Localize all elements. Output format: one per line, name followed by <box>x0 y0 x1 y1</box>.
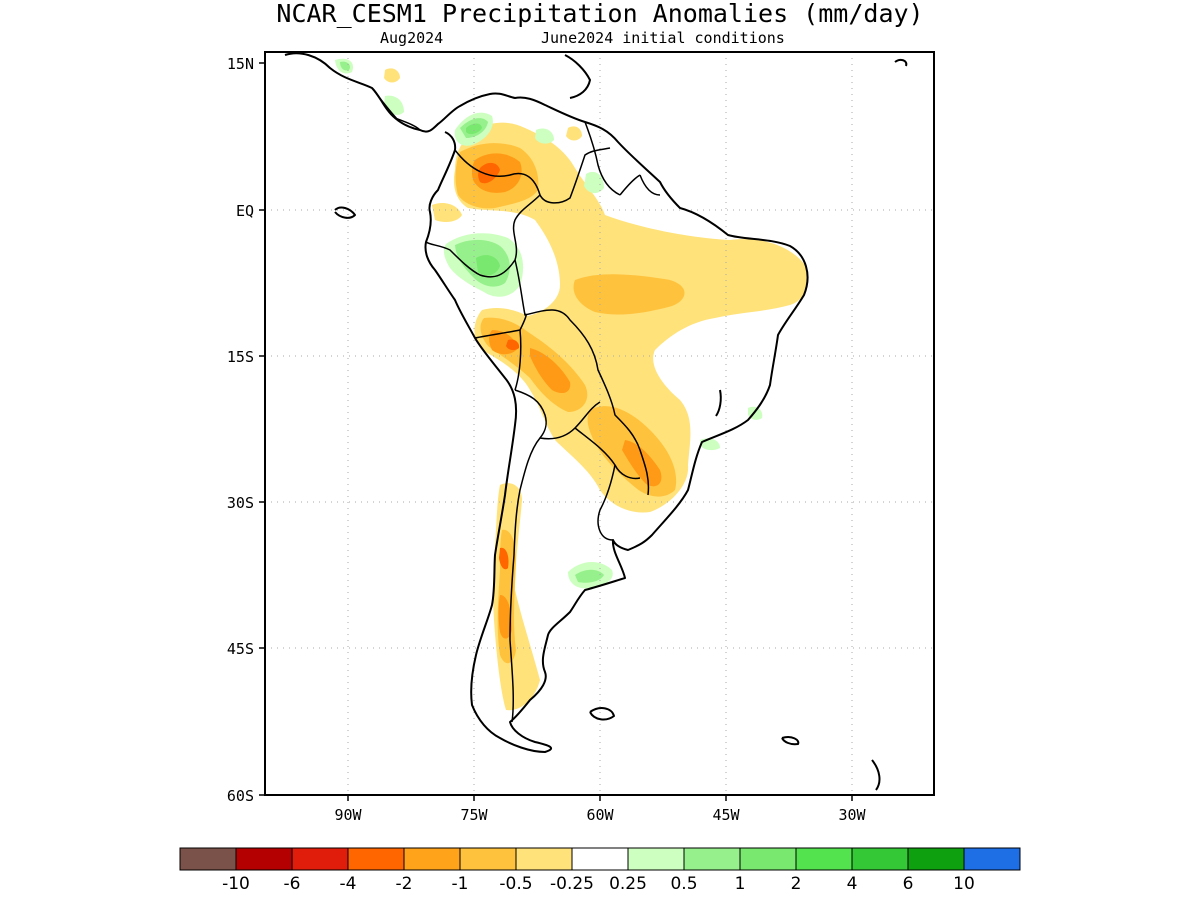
colorbar-swatch <box>627 847 685 871</box>
colorbar-swatch <box>795 847 853 871</box>
lon-label-45w: 45W <box>712 806 740 824</box>
colorbar-label: -1 <box>452 874 469 894</box>
lon-label-30w: 30W <box>838 806 866 824</box>
colorbar-label: -0.25 <box>550 874 594 894</box>
colorbar-swatch <box>907 847 965 871</box>
lat-label-60s: 60S <box>227 787 254 805</box>
lon-label-75w: 75W <box>460 806 488 824</box>
colorbar-label: 10 <box>953 874 975 894</box>
colorbar-swatch <box>571 847 629 871</box>
colorbar-swatch <box>683 847 741 871</box>
lon-label-60w: 60W <box>586 806 614 824</box>
colorbar: -10 -6 -4 -2 -1 -0.5 -0.25 0.25 0.5 1 2 4 6 10 <box>179 847 1021 894</box>
lat-label-eq: EQ <box>236 202 254 220</box>
valid-month-label: Aug2024 <box>380 29 444 47</box>
colorbar-label: 1 <box>735 874 746 894</box>
anomaly-dark-orange <box>478 162 520 570</box>
colorbar-swatch <box>179 847 237 871</box>
map-title: NCAR_CESM1 Precipitation Anomalies (mm/d… <box>276 0 924 28</box>
lat-label-30s: 30S <box>227 494 254 512</box>
lat-label-15n: 15N <box>227 55 254 73</box>
colorbar-label: 0.25 <box>609 874 647 894</box>
colorbar-label: 2 <box>791 874 802 894</box>
colorbar-swatch <box>963 847 1021 871</box>
latitude-ticks <box>259 62 265 796</box>
colorbar-swatch <box>235 847 293 871</box>
anomaly-light-yellow <box>384 68 808 711</box>
lon-label-90w: 90W <box>334 806 362 824</box>
lat-label-15s: 15S <box>227 348 254 366</box>
colorbar-swatch <box>347 847 405 871</box>
colorbar-swatch <box>459 847 517 871</box>
anomaly-fields <box>335 58 808 711</box>
colorbar-label: -2 <box>396 874 413 894</box>
longitude-ticks <box>347 795 853 801</box>
coastlines <box>284 52 908 791</box>
colorbar-swatch <box>403 847 461 871</box>
lat-label-45s: 45S <box>227 640 254 658</box>
colorbar-label: -6 <box>284 874 301 894</box>
colorbar-label: -0.5 <box>499 874 532 894</box>
colorbar-swatch <box>291 847 349 871</box>
colorbar-label: -10 <box>222 874 250 894</box>
initial-conditions-label: June2024 initial conditions <box>541 29 785 47</box>
colorbar-label: -4 <box>340 874 357 894</box>
country-borders <box>371 87 661 723</box>
anomaly-orange <box>471 153 662 639</box>
colorbar-swatch <box>515 847 573 871</box>
anomaly-green <box>466 123 500 276</box>
colorbar-label: 6 <box>903 874 914 894</box>
colorbar-label: 0.5 <box>670 874 697 894</box>
colorbar-swatch <box>739 847 797 871</box>
colorbar-label: 4 <box>847 874 858 894</box>
colorbar-swatch <box>851 847 909 871</box>
